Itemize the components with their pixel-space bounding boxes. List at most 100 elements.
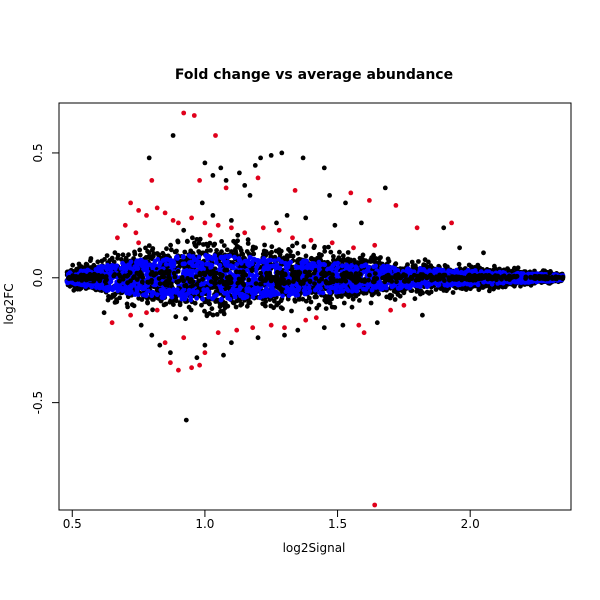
band-point (208, 279, 214, 284)
outlier-point-red (255, 175, 261, 181)
band-point (164, 246, 169, 252)
outlier-point-red (276, 227, 282, 233)
band-point (492, 263, 497, 269)
band-point (426, 282, 432, 288)
band-point (372, 284, 378, 289)
band-point (219, 272, 225, 278)
band-point (287, 291, 293, 297)
band-point (314, 305, 320, 311)
outlier-point-black (300, 155, 306, 161)
band-point (128, 259, 134, 265)
band-point (231, 300, 237, 306)
outlier-point-red (154, 205, 160, 211)
band-point (233, 240, 238, 246)
band-point (79, 278, 85, 283)
band-point (367, 272, 372, 278)
band-point (99, 269, 105, 275)
outlier-point-black (210, 173, 216, 178)
band-point (298, 279, 303, 285)
band-point (244, 303, 250, 309)
outlier-point-red (162, 340, 168, 346)
band-point (246, 263, 252, 269)
outlier-point-black (146, 155, 152, 161)
band-point (494, 277, 499, 283)
band-point (115, 287, 121, 292)
band-point (401, 288, 407, 294)
band-point (207, 271, 213, 277)
band-point (417, 266, 423, 271)
outlier-point-red (242, 230, 248, 236)
band-point (119, 257, 124, 262)
outlier-point-black (382, 185, 388, 191)
band-point (240, 292, 245, 297)
outlier-point-red (290, 235, 295, 241)
points-layer (64, 110, 566, 508)
band-point (180, 288, 185, 294)
outlier-point-red (170, 218, 176, 223)
band-point (263, 303, 268, 309)
x-axis: 0.5 1.0 1.5 2.0 (63, 509, 480, 531)
x-tick-label: 2.0 (461, 517, 480, 531)
band-point (489, 276, 495, 282)
y-tick-label: 0.5 (31, 143, 45, 162)
band-point (179, 275, 185, 280)
band-point (465, 267, 471, 273)
band-point (263, 249, 269, 255)
band-point (199, 302, 204, 308)
band-point (129, 302, 135, 308)
band-point (143, 245, 148, 251)
band-point (152, 258, 158, 264)
band-point (70, 262, 76, 268)
band-point (320, 270, 326, 275)
band-point (368, 300, 374, 306)
band-point (276, 300, 281, 306)
band-point (416, 259, 421, 264)
band-point (220, 302, 226, 308)
band-point (361, 286, 366, 292)
outlier-point-red (176, 367, 181, 373)
outlier-point-red (313, 315, 319, 321)
band-point (366, 277, 371, 283)
band-point (274, 289, 279, 295)
band-point (296, 272, 301, 278)
band-point (236, 257, 242, 263)
band-point (249, 268, 255, 274)
band-point (335, 294, 340, 299)
band-point (313, 276, 319, 281)
band-point (104, 277, 109, 283)
outlier-point-red (260, 225, 266, 231)
band-point (124, 286, 130, 291)
band-point (143, 266, 149, 271)
band-point (441, 287, 447, 293)
outlier-point-black (457, 245, 462, 251)
outlier-point-red (348, 190, 354, 196)
band-point (478, 269, 484, 274)
outlier-point-red (401, 302, 407, 308)
band-point (378, 286, 384, 292)
outlier-point-black (359, 220, 364, 226)
band-point (209, 306, 215, 312)
band-point (528, 275, 534, 280)
band-point (320, 290, 326, 296)
outlier-point-red (393, 203, 399, 208)
outlier-point-red (215, 330, 221, 336)
band-point (422, 268, 428, 274)
band-point (279, 259, 284, 265)
band-point (376, 281, 382, 287)
band-point (209, 256, 215, 262)
band-point (139, 279, 145, 285)
outlier-point-black (202, 160, 208, 166)
band-point (200, 276, 206, 282)
band-point (163, 301, 169, 307)
band-point (492, 273, 498, 279)
band-point (120, 252, 126, 258)
band-point (214, 312, 220, 317)
band-point (300, 296, 306, 302)
band-point (312, 243, 317, 249)
band-point (174, 248, 179, 254)
band-point (206, 253, 212, 259)
outlier-point-black (547, 270, 553, 276)
outlier-point-red (128, 312, 134, 318)
band-point (112, 250, 118, 256)
band-point (238, 302, 244, 308)
